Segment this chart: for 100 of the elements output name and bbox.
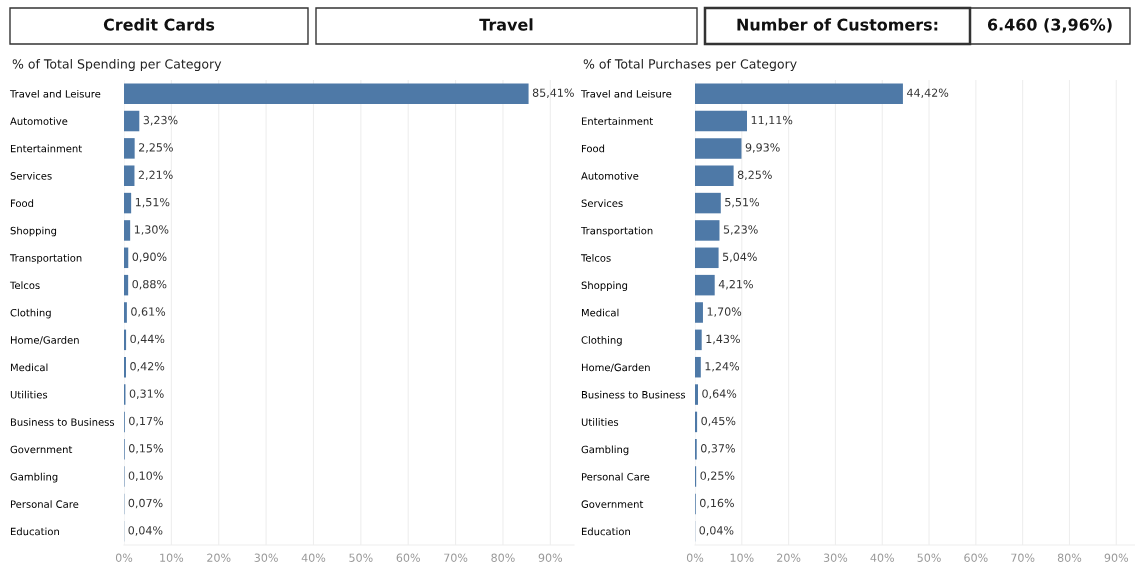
x-tick-label: 90% — [1104, 553, 1129, 562]
data-label: 0,15% — [128, 444, 163, 454]
x-tick-label: 50% — [917, 553, 941, 562]
data-label: 0,61% — [131, 307, 166, 317]
bar — [695, 192, 721, 214]
data-label: 1,24% — [705, 362, 740, 372]
data-label: 1,30% — [134, 225, 169, 235]
data-label: 0,88% — [132, 279, 167, 290]
y-tick-label: Personal Care — [581, 472, 650, 481]
data-label: 0,10% — [128, 471, 163, 481]
y-tick-label: Services — [10, 171, 52, 180]
y-tick-label: Shopping — [10, 226, 57, 237]
data-label: 0,31% — [129, 389, 164, 399]
bar — [124, 165, 135, 186]
y-tick-label: Gambling — [581, 445, 629, 456]
bar — [124, 138, 135, 159]
data-label: 9,93% — [745, 143, 780, 153]
chart-title: % of Total Purchases per Category — [583, 58, 797, 72]
y-tick-label: Business to Business — [581, 390, 686, 399]
y-tick-label: Telcos — [9, 281, 40, 290]
y-tick-label: Entertainment — [581, 117, 653, 125]
text: Travel — [479, 18, 533, 31]
bar — [124, 83, 529, 104]
y-tick-label: Personal Care — [10, 500, 79, 508]
x-tick-label: 80% — [1057, 553, 1082, 562]
x-tick-label: 60% — [964, 553, 988, 562]
x-tick-label: 20% — [207, 553, 231, 562]
x-tick-label: 20% — [777, 553, 801, 562]
x-tick-label: 30% — [254, 553, 278, 562]
data-label: 0,25% — [700, 471, 735, 481]
text: Credit Cards — [103, 18, 215, 31]
y-tick-label: Automotive — [10, 117, 68, 125]
data-label: 11,11% — [751, 115, 793, 126]
bar — [695, 138, 742, 159]
data-label: 1,70% — [707, 307, 742, 317]
data-label: 5,51% — [725, 197, 760, 208]
x-tick-label: 0% — [115, 553, 133, 562]
data-label: 4,21% — [718, 279, 753, 290]
data-label: 1,51% — [135, 197, 170, 208]
x-tick-label: 60% — [396, 553, 420, 562]
bar — [695, 83, 903, 104]
bar — [695, 356, 701, 378]
data-label: 0,45% — [701, 416, 736, 427]
y-tick-label: Medical — [581, 308, 619, 317]
bar — [695, 274, 715, 296]
y-tick-label: Travel and Leisure — [9, 89, 101, 98]
y-tick-label: Utilities — [581, 418, 619, 426]
y-tick-label: Food — [581, 144, 605, 153]
x-tick-label: 70% — [444, 553, 468, 562]
y-tick-label: Gambling — [10, 472, 58, 483]
bar — [124, 302, 127, 323]
data-label: 0,17% — [129, 416, 164, 427]
y-tick-label: Clothing — [10, 308, 51, 319]
bar — [695, 220, 720, 241]
y-tick-label: Clothing — [581, 336, 622, 346]
y-tick-label: Travel and Leisure — [580, 89, 672, 98]
y-tick-label: Food — [10, 199, 34, 208]
data-label: 0,64% — [702, 389, 737, 399]
bar — [695, 411, 698, 433]
text: Number of Customers: — [737, 18, 938, 31]
x-tick-label: 10% — [730, 553, 754, 562]
chart-title: % of Total Spending per Category — [12, 58, 222, 72]
data-label: 0,04% — [128, 526, 163, 536]
text: 6.460 (3,96%) — [987, 18, 1112, 33]
bar — [695, 329, 702, 351]
data-label: 2,25% — [139, 143, 173, 153]
data-label: 3,23% — [143, 115, 178, 126]
y-tick-label: Entertainment — [10, 144, 82, 153]
x-tick-label: 80% — [491, 553, 515, 562]
bar — [695, 247, 719, 269]
y-tick-label: Services — [581, 199, 623, 208]
bar — [695, 302, 703, 323]
y-tick-label: Medical — [10, 363, 48, 372]
bar — [124, 192, 132, 214]
x-tick-label: 70% — [1011, 553, 1035, 562]
data-label: 44,42% — [907, 88, 949, 99]
y-tick-label: Education — [581, 527, 630, 536]
data-label: 0,37% — [701, 444, 735, 454]
x-tick-label: 30% — [823, 553, 848, 562]
y-tick-label: Home/Garden — [10, 336, 79, 345]
bar — [695, 165, 734, 186]
bar — [124, 329, 127, 351]
y-tick-label: Government — [10, 445, 73, 454]
y-tick-label: Business to Business — [10, 418, 115, 426]
data-label: 0,16% — [700, 498, 734, 509]
x-tick-label: 50% — [349, 553, 373, 562]
data-label: 0,44% — [130, 334, 165, 345]
bar — [124, 247, 129, 269]
data-label: 0,07% — [128, 498, 163, 509]
data-label: 5,04% — [722, 252, 757, 263]
bar — [124, 220, 131, 241]
y-tick-label: Telcos — [580, 253, 611, 262]
data-label: 0,04% — [699, 526, 734, 536]
x-tick-label: 90% — [538, 553, 563, 562]
y-tick-label: Home/Garden — [581, 363, 650, 372]
data-label: 2,21% — [138, 170, 173, 181]
data-label: 0,90% — [132, 252, 167, 263]
data-label: 5,23% — [723, 225, 758, 235]
y-tick-label: Automotive — [581, 171, 639, 180]
data-label: 8,25% — [737, 170, 772, 181]
